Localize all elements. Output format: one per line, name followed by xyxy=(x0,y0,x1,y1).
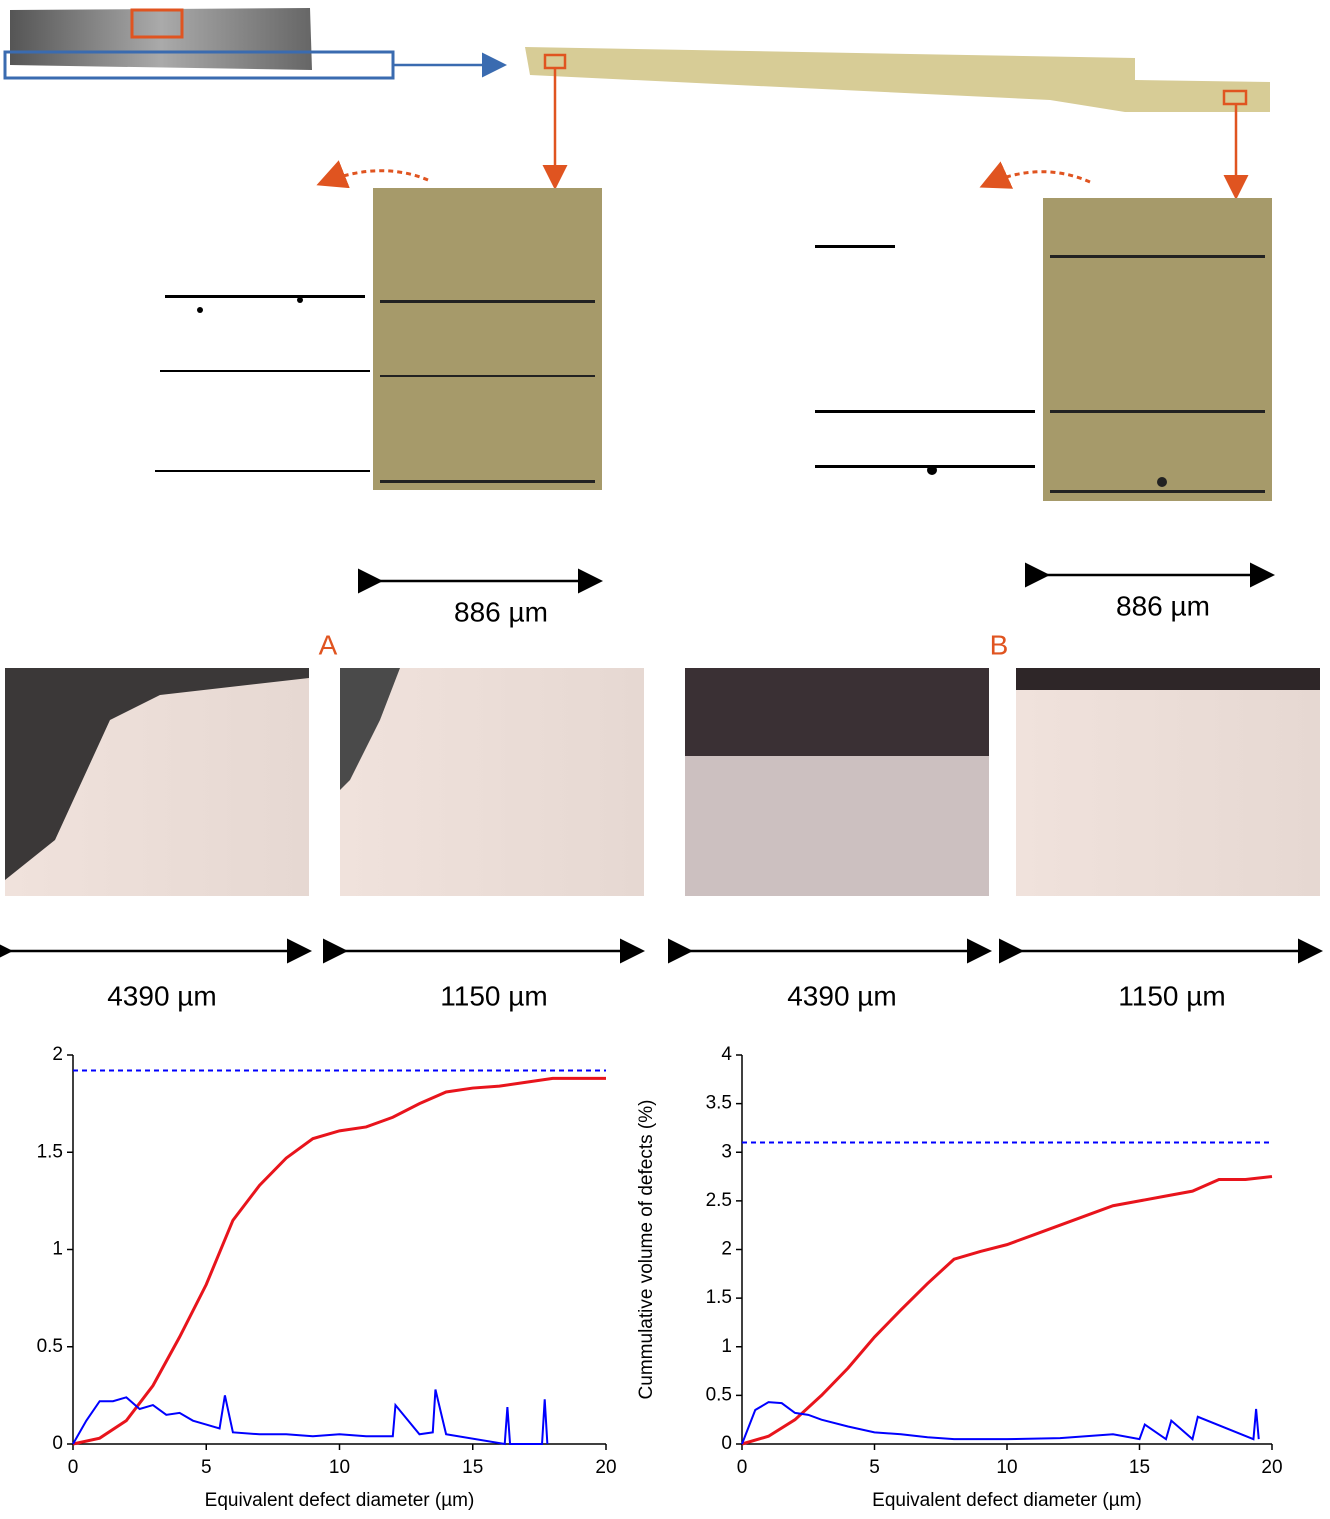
x-tick-label: 10 xyxy=(329,1457,350,1478)
scale-label: 886 µm xyxy=(1116,590,1210,621)
x-tick-label: 0 xyxy=(68,1457,79,1478)
y-tick-label: 3.5 xyxy=(706,1093,732,1114)
scale-label: 886 µm xyxy=(454,596,548,627)
x-tick-label: 5 xyxy=(869,1457,880,1478)
y-tick-label: 0 xyxy=(52,1433,63,1454)
x-tick-label: 15 xyxy=(1129,1457,1150,1478)
data-line xyxy=(741,1175,1273,1446)
scale-label: 4390 µm xyxy=(107,980,217,1011)
x-tick-label: 20 xyxy=(1261,1457,1282,1478)
data-line xyxy=(72,1076,606,1446)
y-tick-label: 2 xyxy=(52,1044,63,1065)
y-tick-label: 0 xyxy=(721,1433,732,1454)
y-tick-label: 2.5 xyxy=(706,1190,732,1211)
y-tick-label: 2 xyxy=(721,1239,732,1260)
x-tick-label: 0 xyxy=(737,1457,748,1478)
scale-label: 4390 µm xyxy=(787,980,897,1011)
x-tick-label: 15 xyxy=(462,1457,483,1478)
data-line xyxy=(72,1389,549,1446)
x-axis-label: Equivalent defect diameter (µm) xyxy=(872,1490,1142,1511)
y-tick-label: 0.5 xyxy=(706,1384,732,1405)
y-tick-label: 1.5 xyxy=(706,1287,732,1308)
data-line xyxy=(741,1401,1260,1445)
y-tick-label: 1 xyxy=(721,1336,732,1357)
y-tick-label: 1 xyxy=(52,1239,63,1260)
y-tick-label: 1.5 xyxy=(37,1141,63,1162)
y-tick-label: 0.5 xyxy=(37,1336,63,1357)
scale-label: 1150 µm xyxy=(1118,980,1225,1011)
y-axis-label: Cummulative volume of defects (%) xyxy=(636,1100,657,1400)
x-tick-label: 5 xyxy=(201,1457,212,1478)
scale-label: 1150 µm xyxy=(440,980,547,1011)
y-tick-label: 3 xyxy=(721,1141,732,1162)
panel-label: A xyxy=(319,629,338,660)
panel-label: B xyxy=(990,629,1009,660)
x-tick-label: 20 xyxy=(595,1457,616,1478)
x-axis-label: Equivalent defect diameter (µm) xyxy=(205,1490,475,1511)
x-tick-label: 10 xyxy=(996,1457,1017,1478)
sample-images xyxy=(0,8,1323,964)
y-tick-label: 4 xyxy=(721,1044,732,1065)
